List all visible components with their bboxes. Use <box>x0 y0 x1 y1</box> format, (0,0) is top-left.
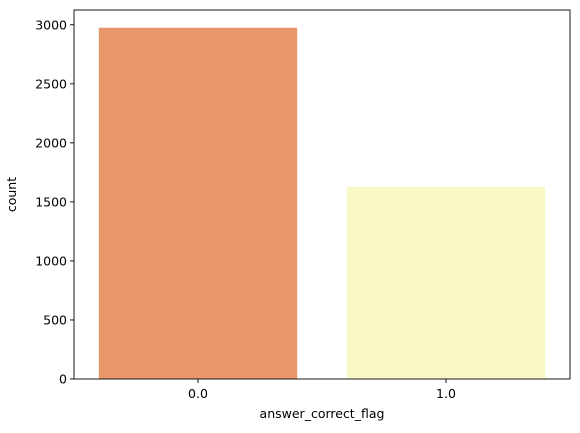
y-tick-label: 0 <box>59 372 67 387</box>
y-tick-label: 1500 <box>35 194 67 209</box>
y-tick-label: 2000 <box>35 135 67 150</box>
y-tick-label: 3000 <box>35 17 67 32</box>
bar-0.0 <box>98 27 298 379</box>
x-axis: 0.0 1.0 <box>188 379 456 401</box>
y-tick-label: 1000 <box>35 253 67 268</box>
y-axis: 0 500 1000 1500 2000 2500 3000 <box>35 17 74 387</box>
y-axis-title: count <box>4 177 19 212</box>
x-tick-label: 0.0 <box>188 386 208 401</box>
y-tick-label: 500 <box>43 312 67 327</box>
bars-layer <box>98 27 546 379</box>
x-axis-title: answer_correct_flag <box>260 406 385 421</box>
x-tick-label: 1.0 <box>436 386 456 401</box>
plot-frame <box>73 9 571 380</box>
y-tick-label: 2500 <box>35 76 67 91</box>
bar-1.0 <box>346 186 546 379</box>
